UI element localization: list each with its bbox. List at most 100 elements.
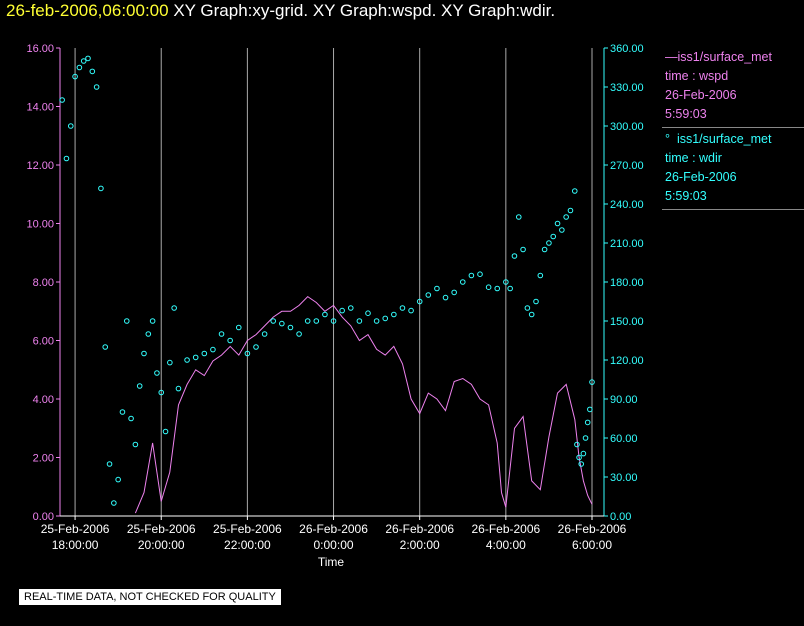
right-tick-label-11: 330.00 bbox=[610, 82, 644, 94]
wdir-point bbox=[576, 454, 582, 461]
wdir-point bbox=[322, 311, 328, 318]
left-tick-label-5: 10.00 bbox=[26, 219, 54, 231]
legend-wspd-time: 5:59:03 bbox=[665, 107, 707, 121]
wdir-point bbox=[520, 246, 526, 253]
wdir-point bbox=[98, 185, 104, 192]
left-tick-label-3: 6.00 bbox=[33, 336, 54, 348]
wdir-point bbox=[244, 350, 251, 357]
wdir-point bbox=[365, 310, 371, 317]
x-tick-time-4: 2:00:00 bbox=[400, 538, 440, 552]
x-tick-time-1: 20:00:00 bbox=[138, 538, 185, 552]
x-tick-date-2: 25-Feb-2006 bbox=[213, 522, 282, 536]
right-tick-label-6: 180.00 bbox=[610, 277, 644, 289]
wdir-point bbox=[373, 318, 380, 324]
x-tick-time-5: 4:00:00 bbox=[486, 538, 526, 552]
wdir-point bbox=[434, 285, 440, 292]
wdir-point bbox=[149, 318, 156, 324]
wdir-point bbox=[192, 354, 199, 361]
wdir-point bbox=[554, 220, 561, 227]
left-tick-label-7: 14.00 bbox=[26, 102, 54, 114]
right-tick-label-3: 90.00 bbox=[610, 394, 638, 406]
wdir-point bbox=[102, 344, 109, 350]
wdir-point bbox=[468, 272, 475, 279]
wdir-point bbox=[63, 155, 70, 162]
wdir-point bbox=[546, 240, 552, 246]
wdir-point bbox=[218, 331, 225, 337]
wdir-point bbox=[119, 409, 126, 415]
quality-disclaimer: REAL-TIME DATA, NOT CHECKED FOR QUALITY bbox=[19, 589, 281, 605]
wdir-point bbox=[524, 305, 531, 311]
left-tick-label-0: 0.00 bbox=[33, 511, 54, 523]
wdir-point bbox=[106, 461, 113, 467]
wdir-point bbox=[382, 315, 389, 322]
wdir-point bbox=[89, 68, 96, 75]
wdir-point bbox=[296, 331, 302, 337]
x-tick-date-4: 26-Feb-2006 bbox=[385, 522, 454, 536]
legend-wspd-date: 26-Feb-2006 bbox=[665, 88, 737, 102]
wspd-line bbox=[134, 295, 593, 514]
wdir-point bbox=[347, 305, 354, 311]
wdir-point bbox=[567, 207, 574, 214]
wdir-point bbox=[154, 370, 160, 376]
circle-marker-icon: ° bbox=[665, 132, 677, 146]
legend-wdir-var: time : wdir bbox=[665, 151, 722, 165]
right-tick-label-2: 60.00 bbox=[610, 433, 638, 445]
wdir-point bbox=[550, 233, 557, 240]
wdir-point bbox=[563, 214, 569, 220]
wdir-point bbox=[528, 311, 535, 318]
wdir-point bbox=[171, 305, 177, 311]
wdir-point bbox=[235, 324, 242, 331]
right-tick-label-10: 300.00 bbox=[610, 121, 644, 133]
wdir-point bbox=[584, 419, 591, 426]
wdir-point bbox=[123, 318, 130, 324]
wdir-point bbox=[587, 406, 593, 413]
wdir-point bbox=[571, 188, 578, 194]
x-tick-date-0: 25-Feb-2006 bbox=[41, 522, 110, 536]
wdir-point bbox=[93, 84, 100, 90]
wdir-point bbox=[111, 500, 117, 506]
wdir-point bbox=[416, 298, 423, 305]
right-tick-label-4: 120.00 bbox=[610, 355, 644, 367]
wdir-point bbox=[128, 415, 134, 422]
wdir-point bbox=[356, 318, 363, 324]
wdir-point bbox=[442, 294, 449, 301]
wdir-point bbox=[67, 123, 74, 129]
legend-wdir: ° iss1/surface_met time : wdir 26-Feb-20… bbox=[662, 128, 804, 210]
legend-wspd-source: —iss1/surface_met bbox=[665, 50, 772, 64]
wdir-point bbox=[494, 285, 501, 292]
wdir-point bbox=[537, 272, 544, 279]
wdir-point bbox=[59, 97, 65, 103]
wdir-point bbox=[399, 305, 406, 311]
wdir-point bbox=[485, 284, 492, 291]
right-tick-label-12: 360.00 bbox=[610, 43, 644, 55]
wdir-point bbox=[162, 428, 169, 435]
x-tick-time-3: 0:00:00 bbox=[314, 538, 354, 552]
wdir-point bbox=[253, 344, 259, 350]
right-tick-label-1: 30.00 bbox=[610, 472, 638, 484]
chart-title: 26-feb-2006,06:00:00 XY Graph:xy-grid. X… bbox=[6, 1, 555, 21]
wdir-point bbox=[175, 385, 182, 392]
left-tick-label-6: 12.00 bbox=[26, 160, 54, 172]
wdir-point bbox=[559, 227, 565, 233]
x-tick-time-6: 6:00:00 bbox=[572, 538, 612, 552]
wdir-point bbox=[503, 279, 509, 285]
legend-wspd-var: time : wspd bbox=[665, 69, 729, 83]
wdir-point bbox=[580, 450, 587, 457]
wdir-point bbox=[72, 73, 78, 80]
wdir-point bbox=[184, 357, 190, 363]
legend-wdir-time: 5:59:03 bbox=[665, 189, 707, 203]
right-tick-label-8: 240.00 bbox=[610, 199, 644, 211]
wdir-point bbox=[511, 253, 518, 259]
wdir-point bbox=[158, 389, 165, 396]
wdir-point bbox=[136, 383, 143, 389]
wdir-point bbox=[210, 346, 216, 353]
legend-wdir-date: 26-Feb-2006 bbox=[665, 170, 737, 184]
x-tick-time-2: 22:00:00 bbox=[224, 538, 271, 552]
wdir-point bbox=[459, 279, 466, 285]
left-tick-label-4: 8.00 bbox=[33, 277, 54, 289]
wdir-point bbox=[425, 292, 432, 298]
x-tick-date-1: 25-Feb-2006 bbox=[127, 522, 196, 536]
wdir-point bbox=[391, 311, 397, 318]
line-marker-icon: — bbox=[665, 50, 678, 64]
